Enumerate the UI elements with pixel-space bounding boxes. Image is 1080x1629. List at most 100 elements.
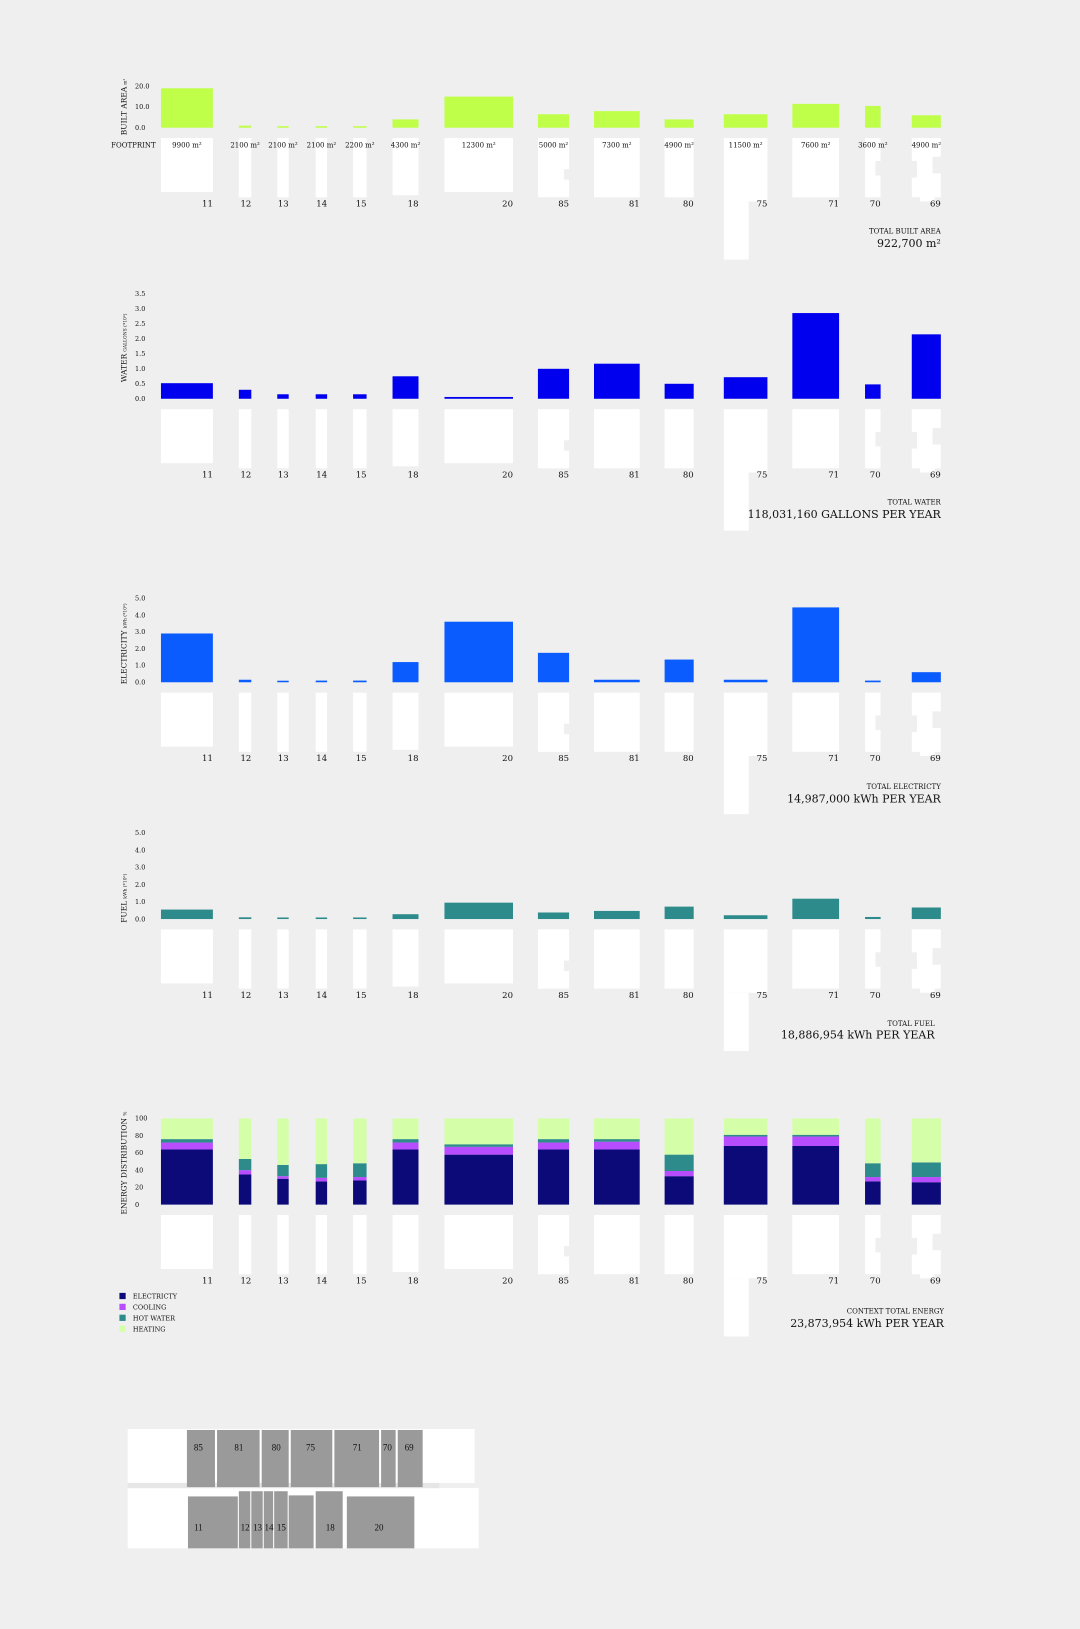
y-axis-label: ENERGY DISTRIBUTION xyxy=(120,1117,129,1214)
y-tick-label: 0.0 xyxy=(135,679,145,687)
building-label-70: 70 xyxy=(870,754,881,764)
bar-15 xyxy=(353,917,367,920)
bar-14 xyxy=(315,680,328,683)
bar-13-electricty xyxy=(277,1178,289,1205)
footprint-15 xyxy=(353,138,367,198)
chart-energy-distribution: ENERGY DISTRIBUTION% 100 80 60 40 20 0 11 12 13 14… xyxy=(119,1111,945,1337)
bar-75-hot-water xyxy=(723,1134,768,1137)
building-label-75: 75 xyxy=(757,471,768,481)
footprint-12 xyxy=(238,409,252,469)
bar-71 xyxy=(792,898,840,920)
bar-70 xyxy=(865,680,881,683)
map-block-75 xyxy=(290,1429,333,1488)
footprint-81 xyxy=(594,138,640,198)
map-block-20 xyxy=(346,1496,415,1549)
bar-80-hot-water xyxy=(664,1154,694,1172)
building-label-71: 71 xyxy=(828,991,839,1001)
bar-13 xyxy=(277,917,289,920)
footprint-85 xyxy=(537,138,570,198)
bar-69-electricty xyxy=(911,1182,941,1205)
footprint-69 xyxy=(911,929,941,993)
y-tick-label: 20 xyxy=(135,1184,143,1192)
building-label-11: 11 xyxy=(202,991,213,1001)
footprint-75 xyxy=(723,692,768,756)
legend-swatch-cooling xyxy=(119,1303,126,1311)
footprint-80 xyxy=(664,692,694,752)
map-block-69 xyxy=(397,1429,423,1488)
bar-69-cooling xyxy=(911,1177,941,1183)
building-label-18: 18 xyxy=(408,754,419,764)
building-label-71: 71 xyxy=(828,1277,839,1287)
footprint-18 xyxy=(392,929,419,987)
bar-80 xyxy=(664,383,694,399)
building-label-80: 80 xyxy=(683,200,694,210)
total-label: TOTAL ELECTRICTY xyxy=(867,783,942,791)
footprint-71 xyxy=(792,929,840,989)
footprint-71 xyxy=(792,409,840,469)
bar-12-electricty xyxy=(238,1174,252,1205)
bar-75-cooling xyxy=(723,1136,768,1147)
footprint-13 xyxy=(277,929,289,989)
bar-85-hot-water xyxy=(537,1139,570,1143)
footprint-14 xyxy=(315,929,328,989)
bar-85 xyxy=(537,652,570,683)
y-tick-label: 3.5 xyxy=(135,290,145,298)
y-tick-label: 3.0 xyxy=(135,305,145,313)
bar-11-hot-water xyxy=(160,1139,213,1143)
total-value: 18,886,954 kWh PER YEAR xyxy=(781,1028,935,1041)
map-label-70: 70 xyxy=(383,1443,393,1453)
footprint-label-71: 7600 m² xyxy=(801,141,831,149)
building-label-20: 20 xyxy=(502,200,513,210)
map-block-81 xyxy=(217,1429,260,1488)
building-label-70: 70 xyxy=(870,991,881,1001)
building-label-69: 69 xyxy=(930,1277,941,1287)
footprint-81 xyxy=(594,1215,640,1275)
footprint-15 xyxy=(353,692,367,752)
bar-80-cooling xyxy=(664,1171,694,1177)
footprint-80 xyxy=(664,409,694,469)
bar-20-electricty xyxy=(444,1154,513,1205)
building-label-18: 18 xyxy=(408,200,419,210)
map-block-80 xyxy=(261,1429,289,1488)
legend-swatch-heating xyxy=(119,1325,126,1332)
y-axis-label: WATER xyxy=(120,353,129,382)
building-label-69: 69 xyxy=(930,200,941,210)
footprint-15 xyxy=(353,929,367,989)
bar-20 xyxy=(444,396,513,399)
chart-fuel: FUEL kWh (*10⁶) 5.0 4.0 3.0 2.0 1.0 0.0 11 12 13 14… xyxy=(120,829,941,1051)
bar-81-heating xyxy=(594,1118,640,1140)
footprint-label-75: 11500 m² xyxy=(729,141,763,149)
bar-15 xyxy=(353,126,367,128)
footprint-12 xyxy=(238,1215,252,1275)
y-axis-unit: kWh (*10⁶) xyxy=(122,603,129,628)
footprint-row-label: FOOTPRINT xyxy=(111,141,156,149)
footprint-label-14: 2100 m² xyxy=(307,141,337,149)
building-label-75: 75 xyxy=(757,200,768,210)
bar-85 xyxy=(537,912,570,920)
footprint-label-18: 4300 m² xyxy=(391,141,421,149)
bar-14 xyxy=(315,917,328,920)
y-tick-label: 5.0 xyxy=(135,594,145,602)
bar-13-hot-water xyxy=(277,1164,289,1177)
footprint-70 xyxy=(865,692,881,752)
footprint-81 xyxy=(594,692,640,752)
building-label-20: 20 xyxy=(502,1277,513,1287)
bar-15 xyxy=(353,680,367,683)
footprint-75-extension xyxy=(723,992,749,1051)
map-block-14 xyxy=(263,1491,274,1549)
bar-18 xyxy=(392,662,419,683)
map-block-18 xyxy=(315,1491,343,1549)
footprint-13 xyxy=(277,138,289,198)
map-label-85: 85 xyxy=(194,1443,204,1453)
building-label-13: 13 xyxy=(278,200,289,210)
footprint-20 xyxy=(444,929,513,984)
y-tick-label: 2.0 xyxy=(135,881,145,889)
building-label-85: 85 xyxy=(558,754,569,764)
footprint-20 xyxy=(444,1215,513,1269)
total-label: TOTAL FUEL xyxy=(887,1020,934,1028)
footprint-70 xyxy=(865,1215,881,1275)
footprint-18 xyxy=(392,692,419,750)
footprint-85 xyxy=(537,409,570,469)
bar-81 xyxy=(594,363,640,399)
chart-built-area: BUILT AREA m² 20.0 10.0 0.0 FOOTPRINT 9900 m² 2… xyxy=(111,78,942,260)
